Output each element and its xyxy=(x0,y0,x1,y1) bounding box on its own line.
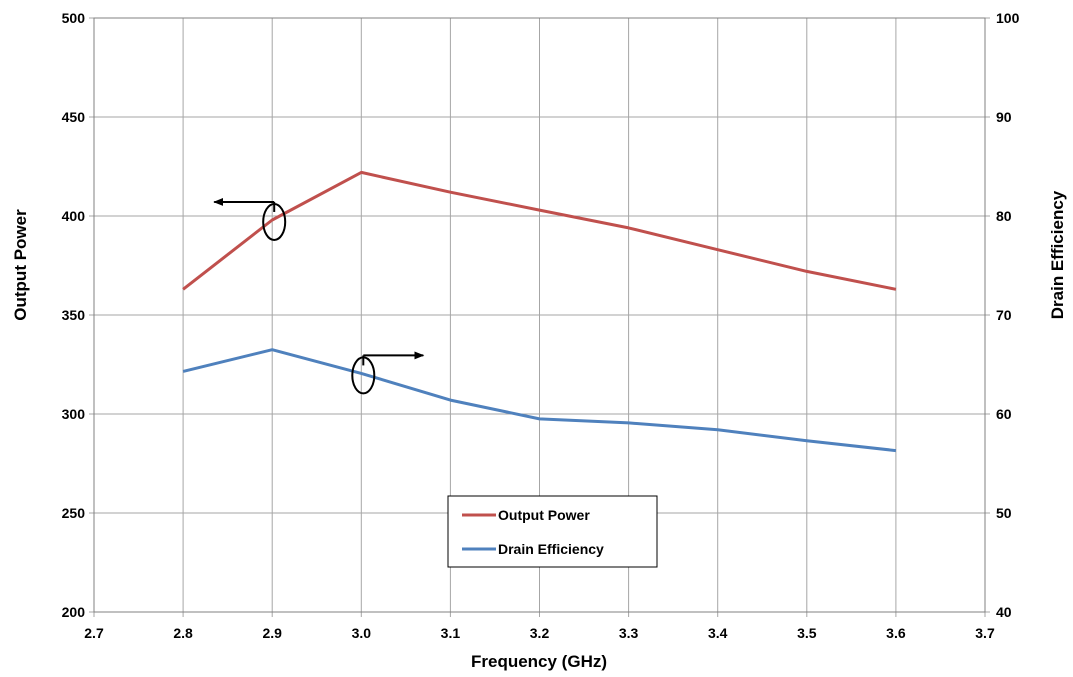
series-lines xyxy=(182,170,897,453)
left-tick-label: 250 xyxy=(62,505,86,521)
x-axis-title: Frequency (GHz) xyxy=(471,652,607,671)
plot-area xyxy=(93,17,986,613)
right-tick-label: 80 xyxy=(996,208,1012,224)
x-tick-label: 3.3 xyxy=(619,625,639,641)
series-line-output-power xyxy=(182,170,897,291)
x-tick-label: 2.8 xyxy=(173,625,193,641)
legend: Output Power Drain Efficiency xyxy=(447,495,658,568)
x-tick-label: 2.7 xyxy=(84,625,104,641)
right-axis-ticks: 40 50 60 70 80 90 100 xyxy=(996,10,1020,620)
right-tick-label: 100 xyxy=(996,10,1020,26)
right-tick-label: 70 xyxy=(996,307,1012,323)
x-tick-label: 3.0 xyxy=(352,625,372,641)
left-tick-label: 350 xyxy=(62,307,86,323)
right-axis-title: Drain Efficiency xyxy=(1048,190,1067,319)
legend-label-output-power: Output Power xyxy=(498,507,590,523)
legend-box xyxy=(447,495,658,568)
right-tick-label: 50 xyxy=(996,505,1012,521)
left-tick-label: 450 xyxy=(62,109,86,125)
x-tick-label: 3.5 xyxy=(797,625,817,641)
axis-annotations xyxy=(213,197,425,395)
left-tick-label: 300 xyxy=(62,406,86,422)
x-axis-ticks: 2.7 2.8 2.9 3.0 3.1 3.2 3.3 3.4 3.5 3.6 3.7 xyxy=(84,625,995,641)
x-tick-label: 3.7 xyxy=(975,625,995,641)
left-axis-ticks: 200 250 300 350 400 450 500 xyxy=(62,10,86,620)
x-tick-label: 2.9 xyxy=(262,625,282,641)
left-tick-label: 400 xyxy=(62,208,86,224)
left-tick-label: 200 xyxy=(62,604,86,620)
left-tick-label: 500 xyxy=(62,10,86,26)
series-line-drain-efficiency xyxy=(182,348,897,453)
right-tick-label: 90 xyxy=(996,109,1012,125)
x-tick-label: 3.4 xyxy=(708,625,728,641)
x-tick-label: 3.1 xyxy=(441,625,461,641)
legend-label-drain-efficiency: Drain Efficiency xyxy=(498,541,604,557)
right-tick-label: 60 xyxy=(996,406,1012,422)
x-tick-label: 3.6 xyxy=(886,625,906,641)
left-axis-title: Output Power xyxy=(11,209,30,321)
right-tick-label: 40 xyxy=(996,604,1012,620)
x-tick-label: 3.2 xyxy=(530,625,550,641)
